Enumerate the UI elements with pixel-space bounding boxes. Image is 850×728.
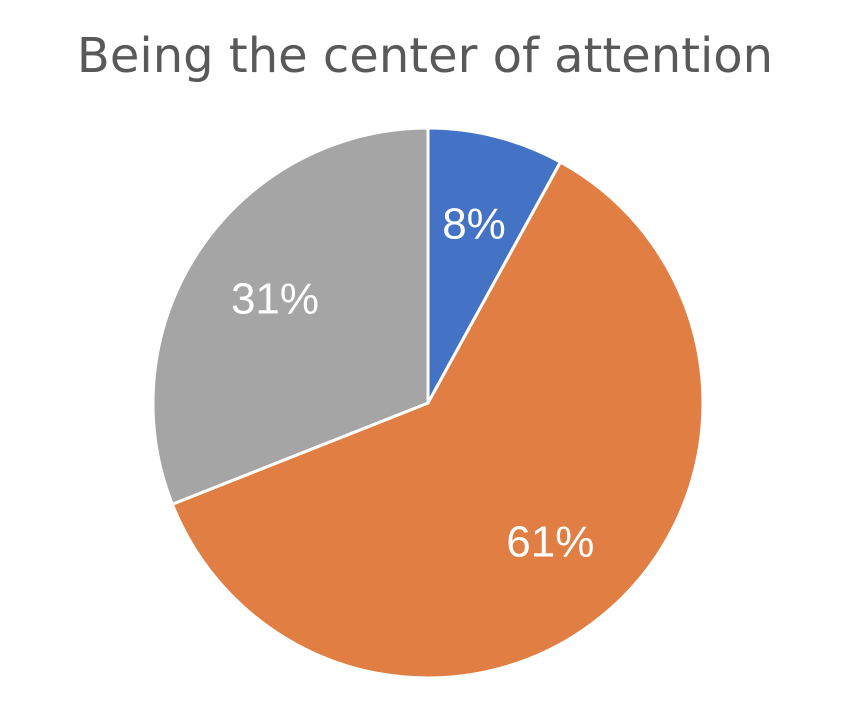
pie-slice-2 [170, 160, 705, 680]
pie-slice-label-2: 61% [506, 517, 594, 566]
pie-slices [151, 126, 705, 680]
pie-slice-label-3: 31% [231, 275, 319, 324]
pie-slice-labels: 8% 61% 31% [231, 199, 594, 566]
pie-slice-3 [151, 126, 430, 506]
pie-slice-1 [426, 126, 562, 405]
chart-title: Being the center of attention [76, 28, 774, 84]
pie-slice-label-1: 8% [442, 199, 506, 248]
